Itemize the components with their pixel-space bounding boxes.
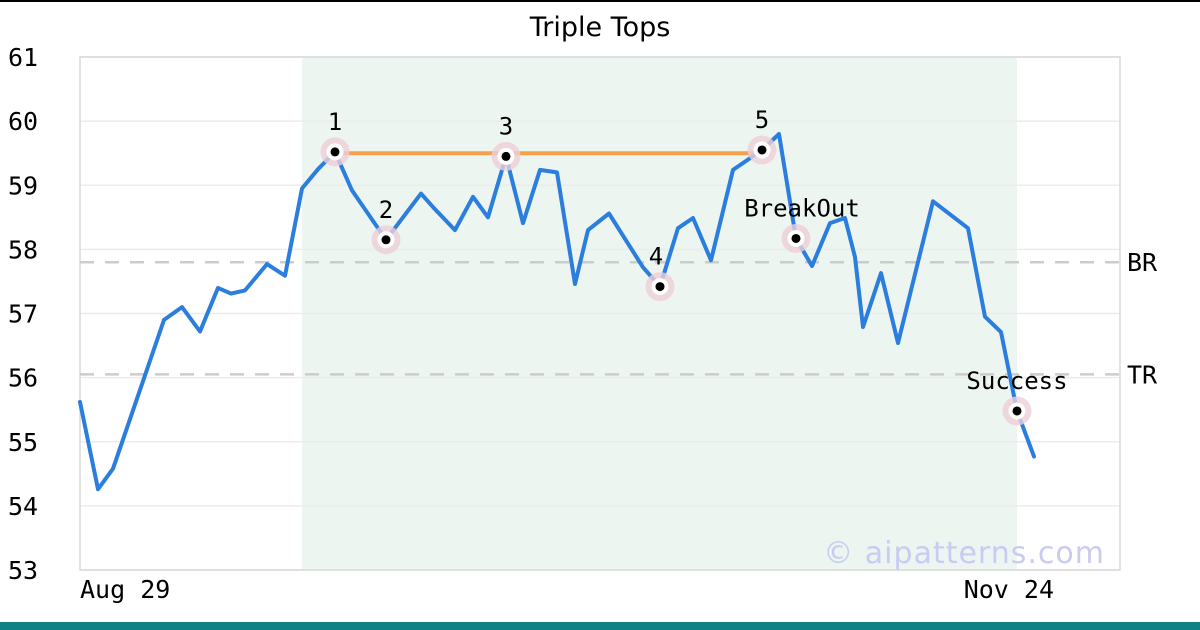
y-tick-label: 59 — [8, 171, 38, 200]
marker-label-3: 3 — [499, 112, 513, 140]
top-border — [0, 0, 1200, 2]
watermark: © aipatterns.com — [823, 536, 1105, 571]
level-label-br: BR — [1127, 248, 1158, 277]
marker-dot-5 — [757, 145, 767, 155]
y-tick-label: 54 — [8, 492, 38, 521]
y-tick-label: 56 — [8, 364, 38, 393]
x-tick-label-end: Nov 24 — [963, 575, 1054, 604]
x-tick-label-start: Aug 29 — [80, 575, 171, 604]
marker-dot-1 — [330, 147, 340, 157]
marker-label-2: 2 — [379, 196, 393, 224]
y-tick-label: 55 — [8, 428, 38, 457]
footer-accent-bar — [0, 622, 1200, 630]
marker-label-1: 1 — [328, 108, 342, 136]
price-line — [78, 132, 1036, 492]
marker-label-breakout: BreakOut — [744, 194, 860, 222]
marker-label-5: 5 — [755, 106, 769, 134]
marker-dot-2 — [381, 235, 391, 245]
chart-title: Triple Tops — [529, 12, 671, 43]
y-tick-label: 60 — [8, 107, 38, 136]
y-tick-label: 53 — [8, 556, 38, 585]
y-tick-label: 61 — [8, 43, 38, 72]
y-tick-label: 58 — [8, 235, 38, 264]
y-tick-label: 57 — [8, 300, 38, 329]
level-label-tr: TR — [1127, 360, 1158, 389]
plot-frame — [79, 56, 1121, 571]
marker-dot-4 — [655, 282, 665, 292]
marker-dot-breakout — [791, 233, 801, 243]
marker-label-success: Success — [966, 367, 1067, 395]
marker-dot-3 — [501, 151, 511, 161]
marker-dot-success — [1012, 406, 1022, 416]
marker-label-4: 4 — [649, 243, 663, 271]
